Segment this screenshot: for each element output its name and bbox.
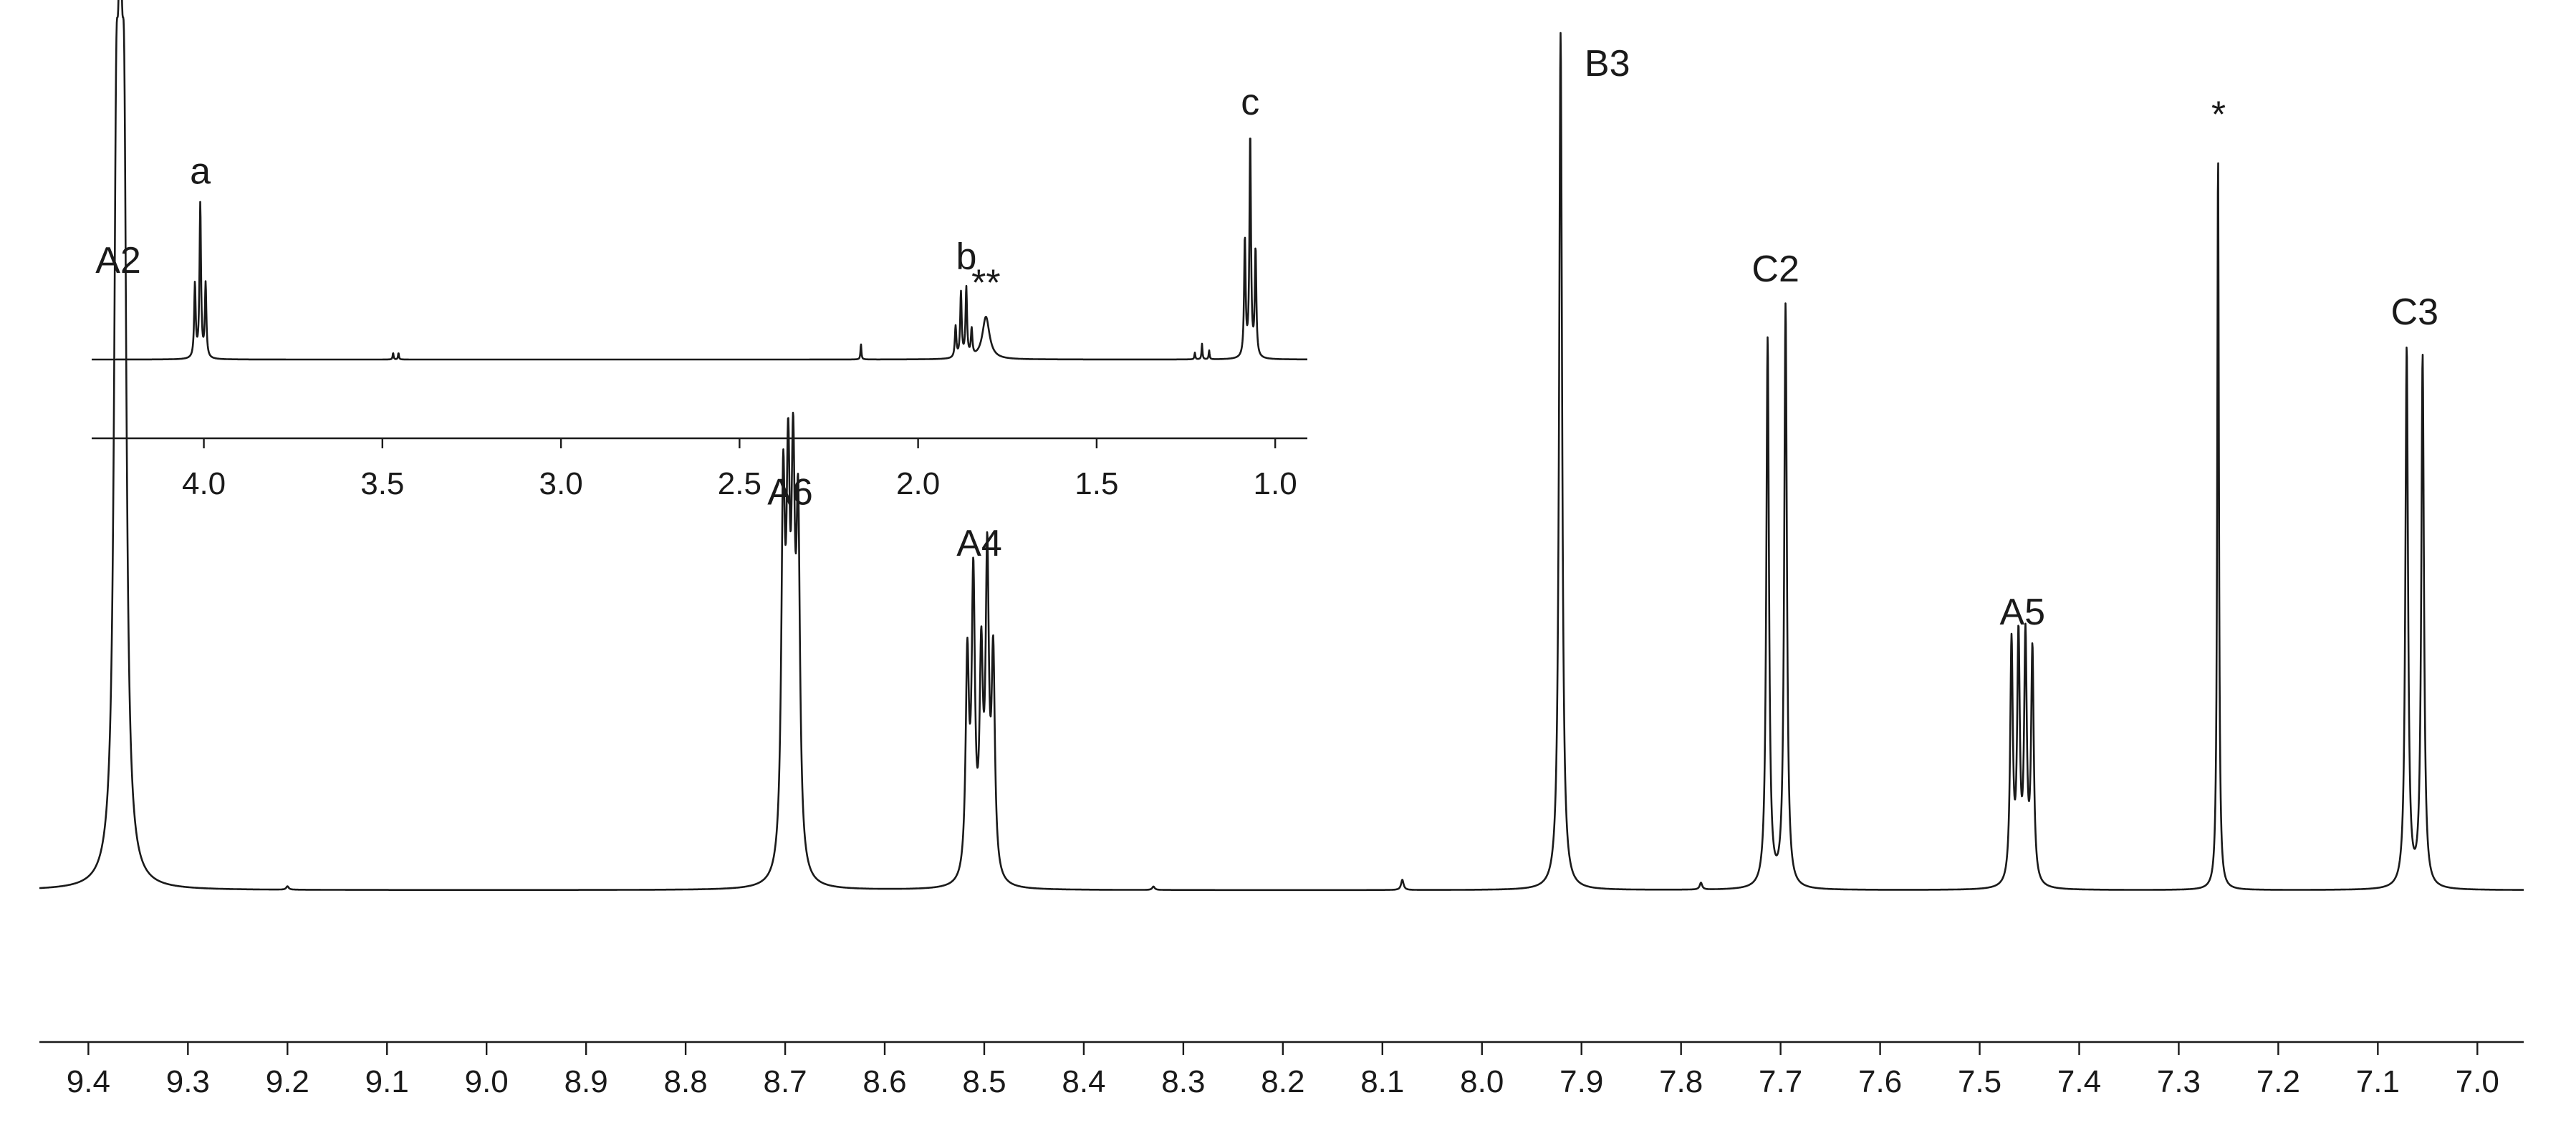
- peak-label-main-a2: A2: [95, 240, 141, 281]
- inset-x-ticks: 4.0 3.5 3.0 2.5 2.0 1.5 1.0: [182, 438, 1297, 501]
- inset-tick-label: 1.5: [1075, 466, 1118, 501]
- main-tick-label: 8.9: [564, 1064, 608, 1099]
- main-tick-label: 7.2: [2257, 1064, 2300, 1099]
- main-tick-label: 8.2: [1261, 1064, 1304, 1099]
- main-spectrum: 9.4 9.3 9.2 9.1 9.0 8.9 8.8 8.7 8.6 8.5 8.4 8.3 8.2 8…: [39, 0, 2524, 1099]
- peak-label-main-c3: C3: [2391, 291, 2438, 333]
- peak-label-inset-a: a: [190, 151, 211, 193]
- peak-label-main-b3: B3: [1585, 43, 1630, 85]
- inset-tick-label: 2.0: [896, 466, 940, 501]
- main-tick-label: 8.3: [1161, 1064, 1205, 1099]
- main-x-ticks: 9.4 9.3 9.2 9.1 9.0 8.9 8.8 8.7 8.6 8.5 8.4 8.3 8.2 8…: [67, 1042, 2499, 1099]
- main-tick-label: 8.1: [1360, 1064, 1404, 1099]
- peak-label-main-a4: A4: [956, 523, 1002, 564]
- main-tick-label: 7.0: [2456, 1064, 2499, 1099]
- inset-spectrum: 4.0 3.5 3.0 2.5 2.0 1.5 1.0 a b** c: [91, 82, 1308, 501]
- inset-tick-label: 3.0: [539, 466, 583, 501]
- main-tick-label: 8.4: [1062, 1064, 1105, 1099]
- peak-label-main-a6: A6: [767, 471, 813, 513]
- main-tick-label: 7.1: [2356, 1064, 2400, 1099]
- main-tick-label: 7.3: [2157, 1064, 2201, 1099]
- main-tick-label: 7.5: [1958, 1064, 2001, 1099]
- peak-label-inset-starstar: **: [971, 263, 1000, 304]
- inset-spectrum-trace: [91, 138, 1308, 361]
- main-tick-label: 7.9: [1559, 1064, 1603, 1099]
- peak-label-inset-b: b: [956, 236, 976, 277]
- inset-tick-label: 4.0: [182, 466, 226, 501]
- peak-label-main-star: *: [2211, 95, 2226, 136]
- main-spectrum-trace: [39, 0, 2524, 892]
- main-tick-label: 9.0: [465, 1064, 509, 1099]
- inset-tick-label: 3.5: [360, 466, 404, 501]
- main-tick-label: 7.4: [2057, 1064, 2101, 1099]
- main-tick-label: 7.7: [1759, 1064, 1802, 1099]
- inset-tick-label: 1.0: [1254, 466, 1297, 501]
- peak-label-main-a5: A5: [1999, 592, 2045, 633]
- main-tick-label: 7.6: [1858, 1064, 1902, 1099]
- main-peak-labels: A2 A6 A4 B3 C2 A5 * C3: [95, 43, 2438, 633]
- main-tick-label: 8.7: [763, 1064, 807, 1099]
- main-tick-label: 7.8: [1659, 1064, 1703, 1099]
- main-tick-label: 8.5: [962, 1064, 1006, 1099]
- main-tick-label: 8.6: [862, 1064, 906, 1099]
- inset-peak-labels: a b** c: [190, 82, 1259, 304]
- peak-label-inset-c: c: [1241, 82, 1259, 123]
- main-tick-label: 9.1: [365, 1064, 409, 1099]
- peak-label-main-c2: C2: [1751, 249, 1799, 290]
- main-tick-label: 9.4: [67, 1064, 110, 1099]
- inset-tick-label: 2.5: [718, 466, 761, 501]
- main-tick-label: 9.2: [266, 1064, 309, 1099]
- main-tick-label: 8.8: [664, 1064, 708, 1099]
- main-tick-label: 8.0: [1460, 1064, 1504, 1099]
- main-tick-label: 9.3: [166, 1064, 210, 1099]
